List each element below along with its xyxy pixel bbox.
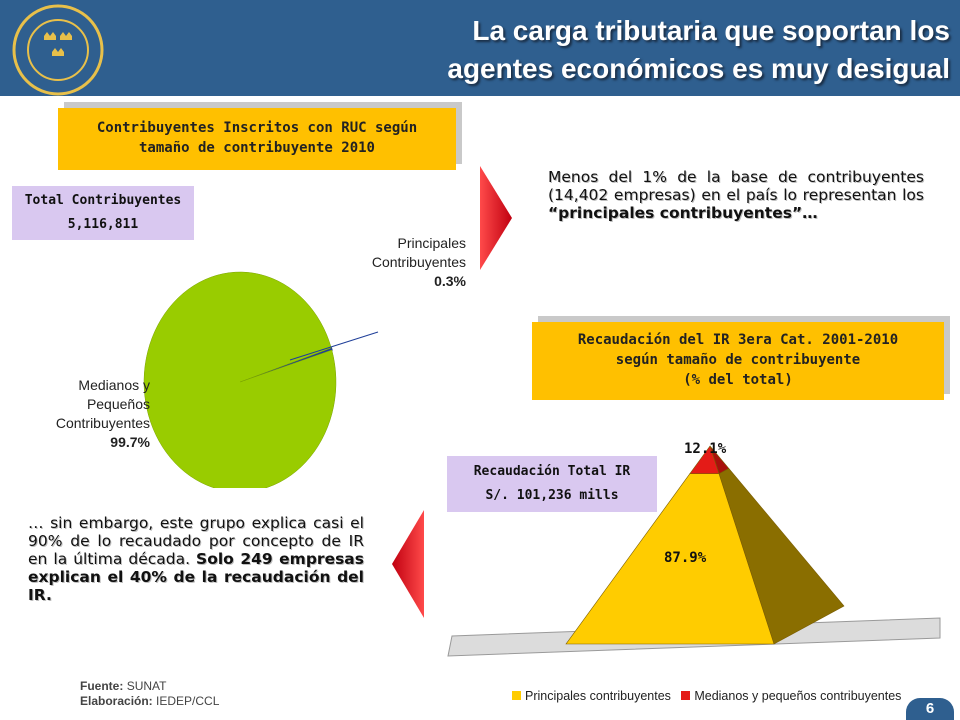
- pie-label-medianos: Medianos y Pequeños Contribuyentes 99.7%: [2, 376, 150, 452]
- box-title-line-2: tamaño de contribuyente 2010: [138, 140, 375, 156]
- total-taxpayers-box: Total Contribuyentes 5,116,811: [12, 186, 194, 240]
- pyramid-front-medianos: [689, 445, 720, 475]
- note2-bold: Solo 249 empresas explican el 40% de la …: [28, 550, 364, 604]
- pie-value-medianos: 99.7%: [110, 434, 150, 450]
- elaboration-value: IEDEP/CCL: [156, 694, 220, 708]
- principal-taxpayers-note: Menos del 1% de la base de contribuyente…: [548, 168, 924, 222]
- chamber-of-commerce-logo: [12, 4, 104, 96]
- ir-collection-box: Recaudación del IR 3era Cat. 2001-2010 s…: [532, 322, 944, 400]
- box2-title-line-1: Recaudación del IR 3era Cat. 2001-2010: [577, 332, 899, 348]
- pie-slice-1: [143, 271, 337, 488]
- box-title-line-1: Contribuyentes Inscritos con RUC según: [96, 120, 418, 136]
- page-title: La carga tributaria que soportan los age…: [190, 12, 950, 88]
- page-number: 6: [906, 698, 954, 720]
- source-note: Fuente: SUNAT Elaboración: IEDEP/CCL: [80, 679, 219, 709]
- pie-label-medianos-line3: Contribuyentes: [55, 415, 150, 431]
- source-label: Fuente:: [80, 679, 124, 693]
- title-line-2: agentes económicos es muy desigual: [447, 53, 950, 84]
- pie-label-principales-line2: Contribuyentes: [371, 254, 466, 270]
- left-arrow-icon: [392, 510, 424, 618]
- total-collection-box: Recaudación Total IR S/. 101,236 mills: [447, 456, 657, 512]
- taxpayers-pie-chart: [143, 271, 379, 488]
- pie-label-medianos-line1: Medianos y: [78, 377, 150, 393]
- total-taxpayers-value: 5,116,811: [67, 217, 139, 232]
- pie-label-principales: Principales Contribuyentes 0.3%: [340, 234, 466, 291]
- note2-normal: … sin embargo, este grupo explica casi e…: [28, 514, 364, 568]
- box2-title-line-3: (% del total): [683, 372, 793, 388]
- legend-swatch-principales: [512, 691, 521, 701]
- ir-collection-pyramid-chart: [447, 445, 941, 657]
- legend-label-medianos: Medianos y pequeños contribuyentes: [694, 689, 902, 703]
- title-line-1: La carga tributaria que soportan los: [472, 15, 950, 46]
- pyramid-value-medianos: 12.1%: [684, 441, 727, 457]
- note1-normal: Menos del 1% de la base de contribuyente…: [548, 168, 924, 204]
- header-bar: La carga tributaria que soportan los age…: [0, 0, 960, 96]
- pyramid-value-principales: 87.9%: [664, 550, 707, 566]
- total-collection-value: S/. 101,236 mills: [485, 488, 619, 503]
- pie-label-principales-line1: Principales: [397, 235, 466, 251]
- total-collection-label: Recaudación Total IR: [473, 464, 631, 479]
- right-arrow-icon: [480, 166, 512, 270]
- source-value: SUNAT: [126, 679, 167, 693]
- elaboration-label: Elaboración:: [80, 694, 153, 708]
- pyramid-legend: Principales contribuyentes Medianos y pe…: [512, 689, 901, 703]
- pie-label-medianos-line2: Pequeños: [86, 396, 150, 412]
- legend-swatch-medianos: [681, 691, 691, 701]
- total-taxpayers-label: Total Contribuyentes: [24, 193, 182, 208]
- registered-taxpayers-box: Contribuyentes Inscritos con RUC según t…: [58, 108, 456, 170]
- note1-bold: “principales contribuyentes”…: [548, 204, 818, 222]
- pie-value-principales: 0.3%: [434, 273, 466, 289]
- pie-leader-line: [289, 331, 379, 361]
- legend-label-principales: Principales contribuyentes: [525, 689, 671, 703]
- collection-concentration-note: … sin embargo, este grupo explica casi e…: [28, 514, 364, 604]
- box2-title-line-2: según tamaño de contribuyente: [615, 352, 861, 368]
